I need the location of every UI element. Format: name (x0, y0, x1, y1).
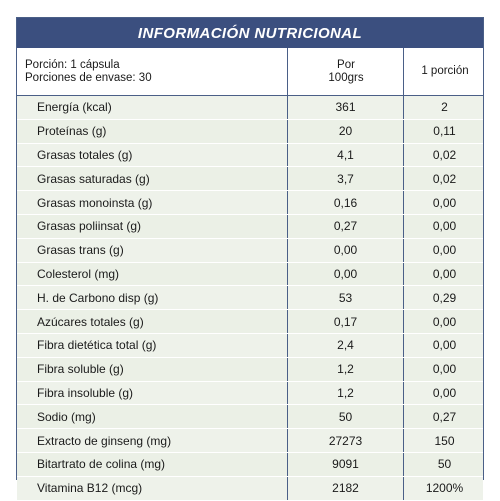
nutrient-label: Fibra insoluble (g) (37, 385, 134, 400)
per-portion-value: 1200% (403, 476, 485, 500)
table-row: Grasas totales (g) 4,1 0,02 (17, 143, 485, 168)
per-100g-header-line2: 100grs (328, 71, 364, 84)
per-portion-value: 0,29 (403, 286, 485, 310)
per-100g-value: 50 (287, 405, 403, 429)
table-title: INFORMACIÓN NUTRICIONAL (17, 18, 483, 48)
table-row: Fibra soluble (g) 1,2 0,00 (17, 357, 485, 382)
per-100g-value: 4,1 (287, 143, 403, 167)
nutrient-label: Sodio (mg) (37, 409, 96, 424)
per-portion-value: 0,00 (403, 238, 485, 262)
per-portion-header: 1 porción (403, 48, 486, 95)
per-portion-value: 0,00 (403, 191, 485, 214)
per-portion-value: 0,02 (403, 167, 485, 191)
table-row: Azúcares totales (g) 0,17 0,00 (17, 310, 483, 334)
per-portion-value: 0,00 (403, 381, 485, 405)
per-100g-value: 53 (287, 286, 403, 310)
nutrient-label: Grasas saturadas (g) (37, 171, 150, 186)
per-100g-value: 0,16 (287, 191, 403, 214)
nutrient-rows: Energía (kcal) 361 2 Proteínas (g) 20 0,11 Gra… (17, 96, 483, 501)
nutrient-label: Proteínas (g) (37, 124, 107, 139)
nutrient-label: Colesterol (mg) (37, 266, 120, 281)
per-100g-value: 20 (287, 119, 403, 143)
servings-per-container: Porciones de envase: 30 (25, 71, 152, 84)
table-row: Bitartrato de colina (mg) 9091 50 (17, 452, 485, 477)
table-row: Colesterol (mg) 0,00 0,00 (17, 262, 485, 287)
nutrient-label: H. de Carbono disp (g) (37, 290, 159, 305)
per-portion-value: 0,00 (403, 310, 485, 333)
per-100g-value: 0,17 (287, 310, 403, 333)
per-100g-value: 361 (287, 96, 403, 119)
nutrient-label: Grasas totales (g) (37, 147, 133, 162)
table-row: Fibra insoluble (g) 1,2 0,00 (17, 381, 485, 406)
per-100g-value: 2,4 (287, 333, 403, 357)
serving-size: Porción: 1 cápsula (25, 58, 120, 71)
header-row: Porción: 1 cápsula Porciones de envase: … (17, 48, 483, 96)
table-row: Grasas monoinsta (g) 0,16 0,00 (17, 191, 483, 215)
table-row: Proteínas (g) 20 0,11 (17, 119, 485, 144)
nutrient-label: Vitamina B12 (mcg) (37, 481, 143, 496)
nutrient-label: Fibra dietética total (g) (37, 338, 157, 353)
nutrient-label: Energía (kcal) (37, 100, 112, 115)
per-100g-value: 3,7 (287, 167, 403, 191)
per-100g-value: 0,27 (287, 214, 403, 238)
per-portion-value: 150 (403, 429, 485, 452)
nutrient-label: Fibra soluble (g) (37, 362, 124, 377)
nutrient-label: Grasas trans (g) (37, 243, 124, 258)
table-row: Grasas saturadas (g) 3,7 0,02 (17, 167, 485, 192)
per-portion-value: 2 (403, 96, 485, 119)
table-row: Sodio (mg) 50 0,27 (17, 405, 485, 430)
per-100g-value: 0,00 (287, 262, 403, 286)
per-portion-value: 0,00 (403, 357, 485, 381)
per-100g-header-line1: Por (337, 58, 355, 71)
per-portion-value: 0,02 (403, 143, 485, 167)
per-100g-value: 1,2 (287, 381, 403, 405)
table-row: Grasas poliinsat (g) 0,27 0,00 (17, 214, 485, 239)
per-100g-value: 9091 (287, 452, 403, 476)
nutrient-label: Grasas monoinsta (g) (37, 195, 153, 210)
per-portion-value: 50 (403, 452, 485, 476)
table-row: H. de Carbono disp (g) 53 0,29 (17, 286, 485, 311)
table-row: Vitamina B12 (mcg) 2182 1200% (17, 476, 485, 501)
per-100g-value: 1,2 (287, 357, 403, 381)
nutrient-label: Bitartrato de colina (mg) (37, 457, 166, 472)
nutrient-label: Azúcares totales (g) (37, 314, 144, 329)
per-portion-value: 0,11 (403, 119, 485, 143)
per-100g-header: Por 100grs (287, 48, 404, 95)
table-row: Grasas trans (g) 0,00 0,00 (17, 238, 485, 263)
table-row: Extracto de ginseng (mg) 27273 150 (17, 429, 483, 453)
nutrient-label: Extracto de ginseng (mg) (37, 433, 172, 448)
serving-info: Porción: 1 cápsula Porciones de envase: … (25, 48, 295, 95)
table-row: Energía (kcal) 361 2 (17, 96, 483, 120)
per-portion-value: 0,00 (403, 333, 485, 357)
per-100g-value: 2182 (287, 476, 403, 500)
per-portion-value: 0,27 (403, 405, 485, 429)
per-100g-value: 27273 (287, 429, 403, 452)
nutrient-label: Grasas poliinsat (g) (37, 219, 142, 234)
per-portion-value: 0,00 (403, 262, 485, 286)
table-row: Fibra dietética total (g) 2,4 0,00 (17, 333, 485, 358)
nutrition-facts-table: INFORMACIÓN NUTRICIONAL Porción: 1 cápsu… (16, 17, 484, 501)
per-100g-value: 0,00 (287, 238, 403, 262)
per-portion-value: 0,00 (403, 214, 485, 238)
